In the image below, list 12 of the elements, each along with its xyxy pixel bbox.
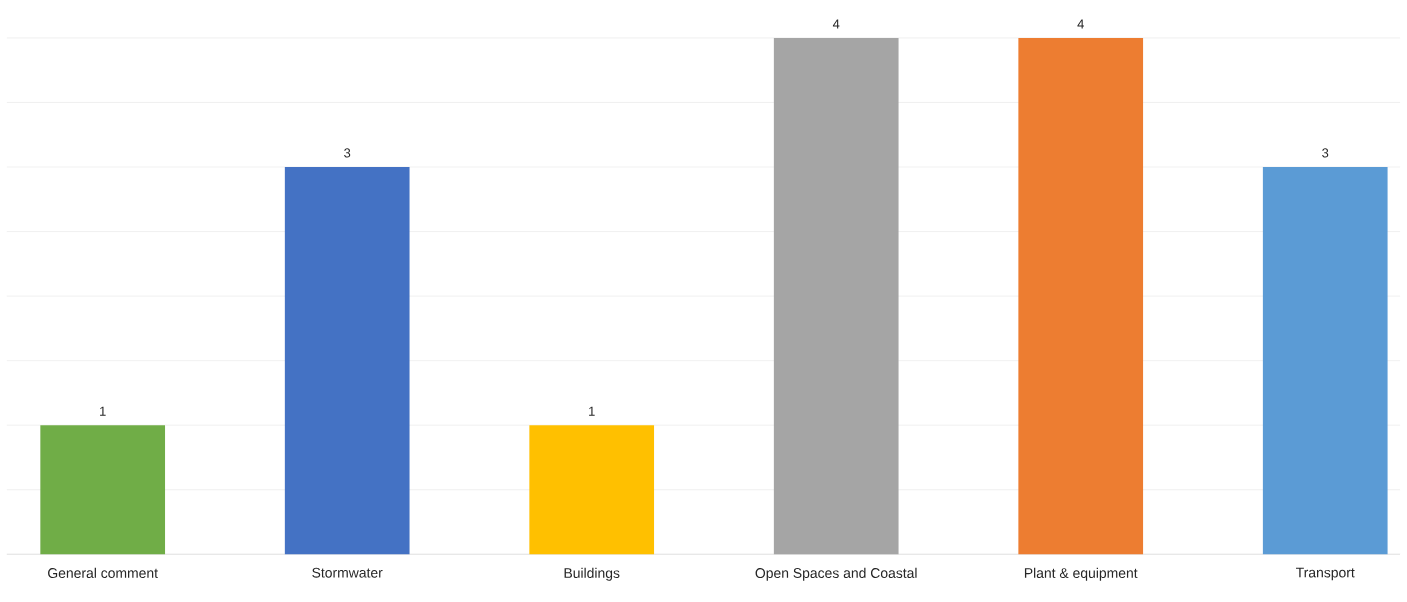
- data-label: 1: [100, 406, 106, 416]
- x-tick-label: Plant & equipment: [1024, 567, 1138, 581]
- data-label: 4: [832, 19, 840, 29]
- x-tick-label: Transport: [1296, 567, 1355, 581]
- x-tick-label: Open Spaces and Coastal: [755, 567, 917, 581]
- data-label: 4: [1077, 19, 1084, 29]
- data-label: 3: [1322, 148, 1329, 158]
- x-tick-label: Buildings: [564, 567, 620, 581]
- x-tick-label: Stormwater: [312, 567, 383, 578]
- x-tick-label: General comment: [48, 567, 158, 578]
- data-label: 3: [344, 148, 351, 158]
- data-label: 1: [589, 406, 595, 416]
